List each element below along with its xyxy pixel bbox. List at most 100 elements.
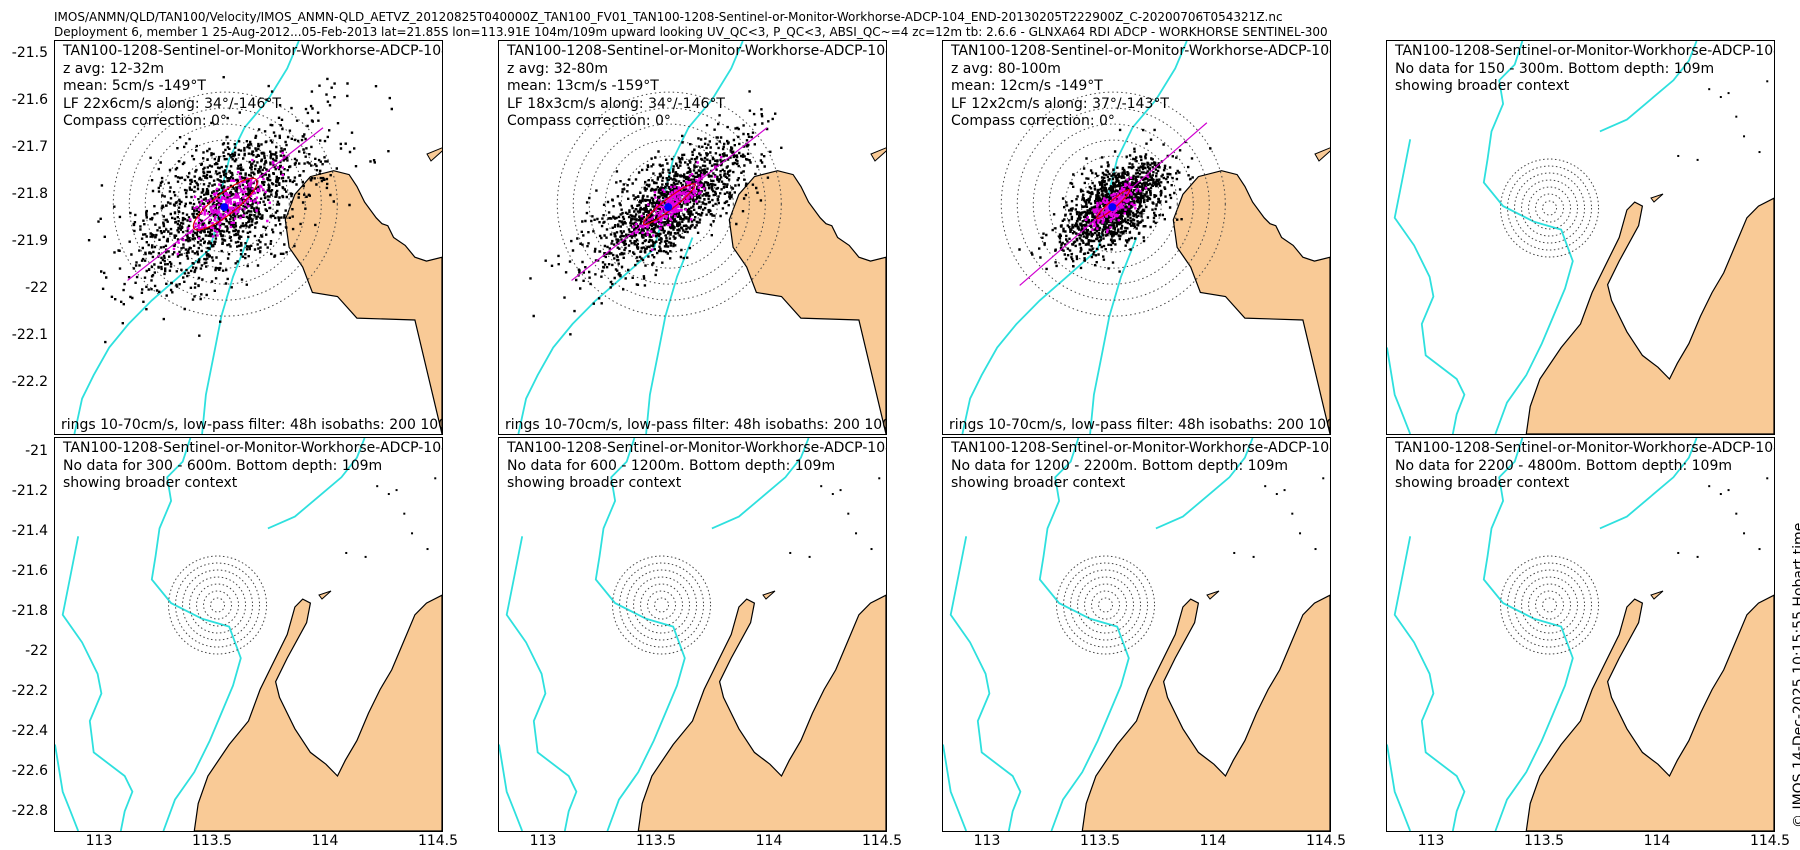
speed-ring (1091, 590, 1121, 620)
speed-ring (1077, 576, 1135, 634)
reef-dot (1735, 115, 1738, 118)
speed-ring (654, 597, 670, 613)
reef-dot (1696, 158, 1699, 161)
map-canvas (1387, 41, 1774, 434)
annotation-line: No data for 150 - 300m. Bottom depth: 10… (1395, 60, 1715, 77)
header-title: IMOS/ANMN/QLD/TAN100/Velocity/IMOS_ANMN-… (54, 10, 1283, 24)
map-panel-3: TAN100-1208-Sentinel-or-Monitor-Workhors… (942, 40, 1331, 435)
map-panel-4: TAN100-1208-Sentinel-or-Monitor-Workhors… (1386, 40, 1775, 435)
annotation-line: mean: 12cm/s -149°T (951, 78, 1103, 94)
reef-dot (1708, 485, 1711, 488)
isobath-line (1599, 41, 1698, 133)
x-tick-label: 114.5 (861, 833, 903, 849)
speed-ring (1535, 590, 1565, 620)
reef-dot (1275, 493, 1278, 496)
speed-ring (1063, 562, 1149, 648)
map-panel-1: TAN100-1208-Sentinel-or-Monitor-Workhors… (54, 40, 443, 435)
x-tick-label: 113.5 (191, 833, 233, 849)
speed-ring (1528, 186, 1572, 230)
mean-marker (664, 203, 673, 212)
mean-marker (1108, 203, 1117, 212)
speed-ring (1098, 597, 1114, 613)
y-tick-label: -21.5 (11, 45, 48, 61)
speed-ring (1542, 200, 1558, 216)
annotation-line: Compass correction: 0° (507, 113, 671, 129)
reef-dot (820, 485, 823, 488)
land-shape (193, 594, 442, 831)
speed-ring (1064, 155, 1162, 253)
y-tick-label: -21.2 (11, 483, 48, 499)
y-tick-label: -22.8 (11, 803, 48, 819)
speed-ring (1521, 179, 1579, 237)
reef-dot (1766, 477, 1769, 480)
reef-dot (1233, 551, 1236, 554)
isobath-line (201, 237, 250, 434)
speed-ring (588, 123, 750, 285)
isobath-line (55, 744, 80, 831)
reef-dot (426, 548, 429, 551)
map-panel-7: TAN100-1208-Sentinel-or-Monitor-Workhors… (942, 437, 1331, 832)
map-canvas (961, 41, 1330, 434)
y-tick-label: -21.7 (11, 139, 48, 155)
annotation-line: mean: 5cm/s -149°T (63, 78, 206, 94)
speed-ring (1032, 123, 1194, 285)
annotation-line: No data for 2200 - 4800m. Bottom depth: … (1395, 457, 1732, 474)
map-canvas (1387, 438, 1774, 831)
isobath-line (150, 438, 242, 831)
reef-dot (1322, 477, 1325, 480)
x-tick-label: 114 (1643, 833, 1671, 849)
speed-ring (619, 562, 705, 648)
reef-dot (847, 512, 850, 515)
y-tick-label: -22.4 (11, 723, 48, 739)
island-shape (426, 147, 442, 162)
isobath-line (943, 744, 968, 831)
annotation-line: LF 18x3cm/s along: 34°/-146°T (507, 95, 725, 112)
annotation-line: TAN100-1208-Sentinel-or-Monitor-Workhors… (63, 440, 443, 456)
annotation-line: No data for 1200 - 2200m. Bottom depth: … (951, 457, 1288, 474)
y-tick-label: -22.2 (11, 683, 48, 699)
isobath-line (1393, 139, 1466, 434)
x-tick-label: 114 (311, 833, 339, 849)
panel-annotation: TAN100-1208-Sentinel-or-Monitor-Workhors… (63, 440, 443, 493)
annotation-line: LF 12x2cm/s along: 37°/-143°T (951, 95, 1169, 112)
y-tick-label: -21 (25, 443, 48, 459)
map-canvas (73, 41, 442, 434)
reef-dot (1299, 532, 1302, 535)
annotation-line: TAN100-1208-Sentinel-or-Monitor-Workhors… (951, 43, 1331, 59)
panel-footer: rings 10-70cm/s, low-pass filter: 48h is… (61, 417, 442, 433)
island-shape (1206, 590, 1220, 600)
annotation-line: TAN100-1208-Sentinel-or-Monitor-Workhors… (1395, 440, 1775, 456)
isobath-line (1482, 41, 1574, 434)
y-tick-label: -22.6 (11, 763, 48, 779)
reef-dot (855, 532, 858, 535)
speed-ring (203, 590, 233, 620)
speed-ring (1507, 562, 1593, 648)
speed-ring (189, 576, 247, 634)
speed-ring (144, 123, 306, 285)
y-tick-label: -21.8 (11, 603, 48, 619)
isobath-line (1038, 438, 1130, 831)
reef-dot (1727, 92, 1730, 95)
speed-ring (1500, 158, 1600, 258)
speed-ring (1084, 583, 1128, 627)
reef-dot (395, 489, 398, 492)
speed-ring (1000, 91, 1226, 317)
island-shape (1314, 147, 1330, 162)
annotation-line: TAN100-1208-Sentinel-or-Monitor-Workhors… (1395, 43, 1775, 59)
y-tick-label: -21.9 (11, 233, 48, 249)
reef-dot (345, 551, 348, 554)
reef-dot (1283, 489, 1286, 492)
speed-ring (640, 583, 684, 627)
panel-annotation: TAN100-1208-Sentinel-or-Monitor-Workhors… (507, 43, 886, 131)
map-panel-5: TAN100-1208-Sentinel-or-Monitor-Workhors… (54, 437, 443, 832)
island-shape (318, 590, 332, 600)
isobath-line (1387, 744, 1412, 831)
reef-dot (1719, 96, 1722, 99)
reef-dot (1314, 548, 1317, 551)
map-canvas (499, 438, 886, 831)
reef-dot (1758, 548, 1761, 551)
map-panel-8: TAN100-1208-Sentinel-or-Monitor-Workhors… (1386, 437, 1775, 832)
land-shape (1081, 594, 1330, 831)
x-tick-label: 113 (1417, 833, 1445, 849)
y-tick-label: -22 (25, 280, 48, 296)
